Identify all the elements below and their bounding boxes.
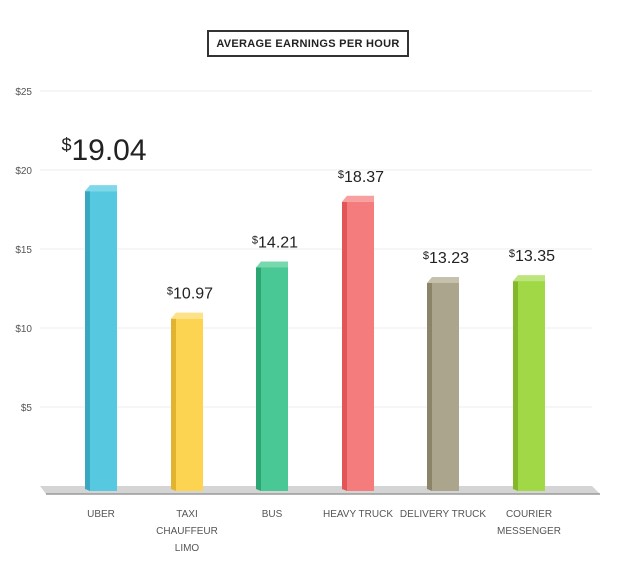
x-tick-label: DELIVERY TRUCK — [400, 509, 486, 520]
currency-symbol: $ — [61, 135, 71, 155]
value-text: 13.23 — [429, 250, 469, 267]
bar-top — [171, 312, 203, 319]
x-tick-label: BUS — [262, 509, 283, 520]
value-text: 13.35 — [515, 248, 555, 265]
currency-symbol: $ — [509, 248, 515, 260]
data-label: $19.04 — [61, 134, 146, 167]
bar-side — [85, 191, 90, 491]
bar-side — [427, 282, 432, 491]
currency-symbol: $ — [167, 286, 173, 298]
y-tick-label: $20 — [15, 166, 32, 177]
bar — [518, 281, 545, 491]
bar — [176, 318, 203, 491]
bar-side — [342, 201, 347, 491]
bar-side — [171, 318, 176, 491]
y-tick-label: $5 — [21, 403, 33, 414]
y-tick-label: $25 — [15, 87, 32, 98]
chart-title: AVERAGE EARNINGS PER HOUR — [207, 30, 409, 57]
bar-top — [85, 185, 117, 192]
value-text: 18.37 — [344, 169, 384, 186]
y-tick-label: $10 — [15, 324, 32, 335]
bar-top — [427, 276, 459, 283]
x-tick-label: MESSENGER — [497, 526, 561, 537]
data-label: $13.35 — [509, 248, 555, 265]
x-tick-label: CHAUFFEUR — [156, 526, 218, 537]
bar — [90, 191, 117, 491]
data-label: $13.23 — [423, 250, 469, 267]
value-text: 19.04 — [71, 134, 146, 167]
bar-top — [513, 275, 545, 282]
y-tick-label: $15 — [15, 245, 32, 256]
data-label: $18.37 — [338, 169, 384, 186]
bar-side — [256, 267, 261, 491]
x-tick-label: TAXI — [176, 509, 197, 520]
value-text: 10.97 — [173, 286, 213, 303]
bar — [261, 267, 288, 491]
currency-symbol: $ — [423, 250, 429, 262]
x-tick-label: LIMO — [175, 543, 200, 554]
currency-symbol: $ — [338, 169, 344, 181]
bar-top — [342, 195, 374, 202]
x-tick-label: HEAVY TRUCK — [323, 509, 393, 520]
value-text: 14.21 — [258, 234, 298, 251]
currency-symbol: $ — [252, 234, 258, 246]
data-label: $14.21 — [252, 234, 298, 251]
bar-side — [513, 281, 518, 491]
bar-top — [256, 261, 288, 268]
bar — [347, 201, 374, 491]
bar — [432, 282, 459, 491]
x-tick-label: UBER — [87, 509, 115, 520]
data-label: $10.97 — [167, 286, 213, 303]
x-tick-label: COURIER — [506, 509, 552, 520]
